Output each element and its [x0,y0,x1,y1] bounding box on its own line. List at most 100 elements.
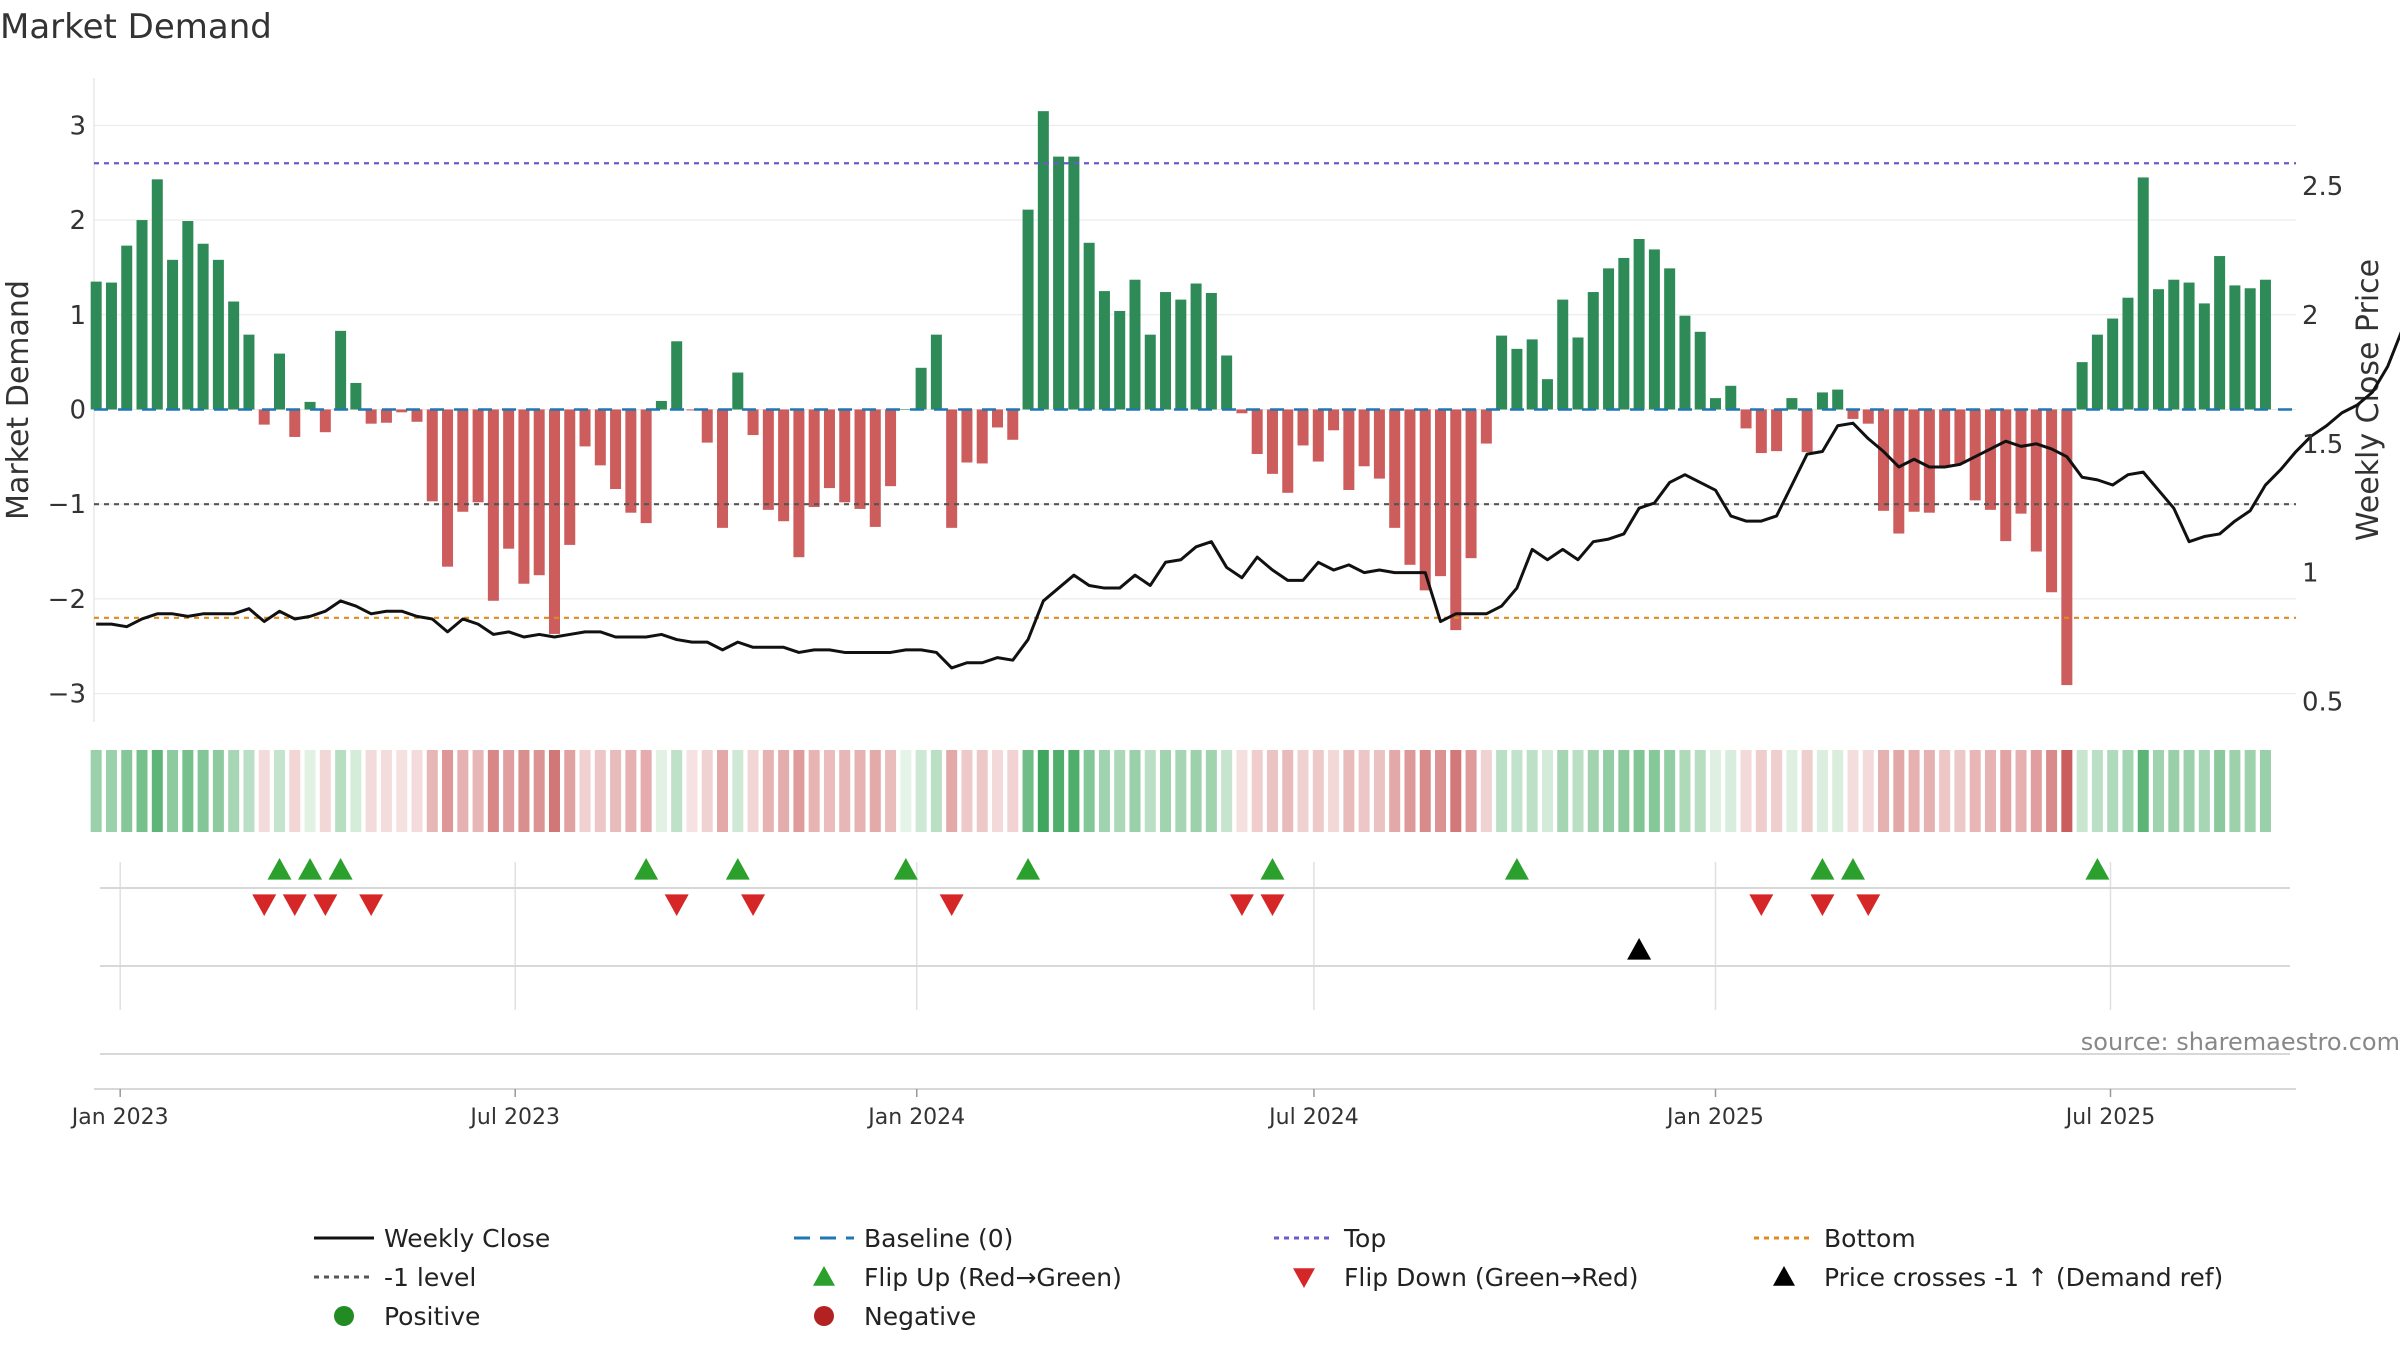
strip-cell [1450,750,1462,832]
strip-cell [1923,750,1935,832]
strip-cell [2030,750,2042,832]
strip-cell [1190,750,1202,832]
demand-bar [1389,409,1401,528]
strip-cell [961,750,973,832]
strip-cell [1373,750,1385,832]
demand-bar [1068,156,1080,410]
demand-bar [2168,279,2180,410]
strip-cell [533,750,545,832]
demand-bar [121,245,133,410]
strip-cell [885,750,897,832]
demand-bar [1343,409,1355,490]
close-price-series [96,331,2400,670]
strip-cell [2153,750,2165,832]
strip-cell [243,750,255,832]
demand-bar [1007,409,1019,440]
strip-cell [2183,750,2195,832]
flip-up-marker [267,858,292,880]
demand-bar [2214,256,2226,410]
strip-cell [1266,750,1278,832]
strip-cell [2000,750,2012,832]
demand-bar [167,259,179,410]
demand-bar [1878,409,1890,511]
demand-bar [1160,292,1172,410]
demand-bar [2137,177,2149,410]
demand-bar [1297,409,1309,446]
demand-bar [411,409,423,422]
strip-cell [319,750,331,832]
strip-cell [610,750,622,832]
strip-cell [1098,750,1110,832]
strip-cell [1954,750,1966,832]
y-axis-ticks: 3 2 1 0 −1 −2 −3 [48,111,86,709]
flip-up-marker [1260,858,1285,880]
close-price-line [96,331,2400,670]
strip-cell [1786,750,1798,832]
demand-bar [457,409,469,512]
legend-label: Positive [384,1302,480,1331]
demand-bar [671,341,683,410]
demand-bar [2183,282,2195,410]
strip-cell [808,750,820,832]
demand-bar [1587,292,1599,410]
flip-down-marker [1856,894,1881,916]
demand-bar [1740,409,1752,429]
demand-bar [1236,409,1248,414]
strip-cell [1343,750,1355,832]
strip-cell [869,750,881,832]
strip-cell [1939,750,1951,832]
strip-cell [1175,750,1187,832]
demand-bar [503,409,515,549]
demand-bar [2030,409,2042,552]
strip-cell [1404,750,1416,832]
demand-bar [1083,242,1095,410]
strip-cell [518,750,530,832]
strip-cell [2015,750,2027,832]
strip-cell [1709,750,1721,832]
demand-bar [304,401,316,410]
strip-cell [380,750,392,832]
demand-bar [212,259,224,410]
strip-cell [228,750,240,832]
strip-cell [1633,750,1645,832]
strip-cell [1465,750,1477,832]
strip-cell [1801,750,1813,832]
strip-cell [1725,750,1737,832]
strip-cell [1740,750,1752,832]
demand-bar [1923,409,1935,513]
legend-label: Bottom [1824,1224,1916,1253]
strip-cell [1053,750,1065,832]
demand-bar [1984,409,1996,510]
demand-bar [1893,409,1905,534]
strip-cell [121,750,133,832]
demand-bar [823,409,835,489]
flip-down-marker [1810,894,1835,916]
demand-bar [701,409,713,443]
demand-bar [105,282,117,410]
flip-up-marker [328,858,353,880]
demand-bar [1205,292,1217,410]
y2-axis-ticks: 2.5 2 1.5 1 0.5 [2302,172,2343,717]
strip-cell [151,750,163,832]
strip-cell [1587,750,1599,832]
demand-bar [396,409,408,413]
demand-bar [1633,239,1645,410]
strip-cell [350,750,362,832]
demand-bar [778,409,790,522]
demand-bar [2107,318,2119,410]
demand-bar [1190,283,1202,410]
strip-cell [992,750,1003,832]
strip-cell [1419,750,1431,832]
demand-bar [1771,409,1783,452]
demand-bar [1664,268,1676,410]
strip-cell [1648,750,1660,832]
strip-cell [304,750,316,832]
demand-bar [747,409,759,436]
demand-bar [533,409,545,576]
demand-bars [90,111,2271,686]
flip-up-marker [893,858,918,880]
strip-cell [503,750,515,832]
strip-cell [1679,750,1691,832]
strip-cell [1771,750,1783,832]
demand-bar [885,409,897,487]
